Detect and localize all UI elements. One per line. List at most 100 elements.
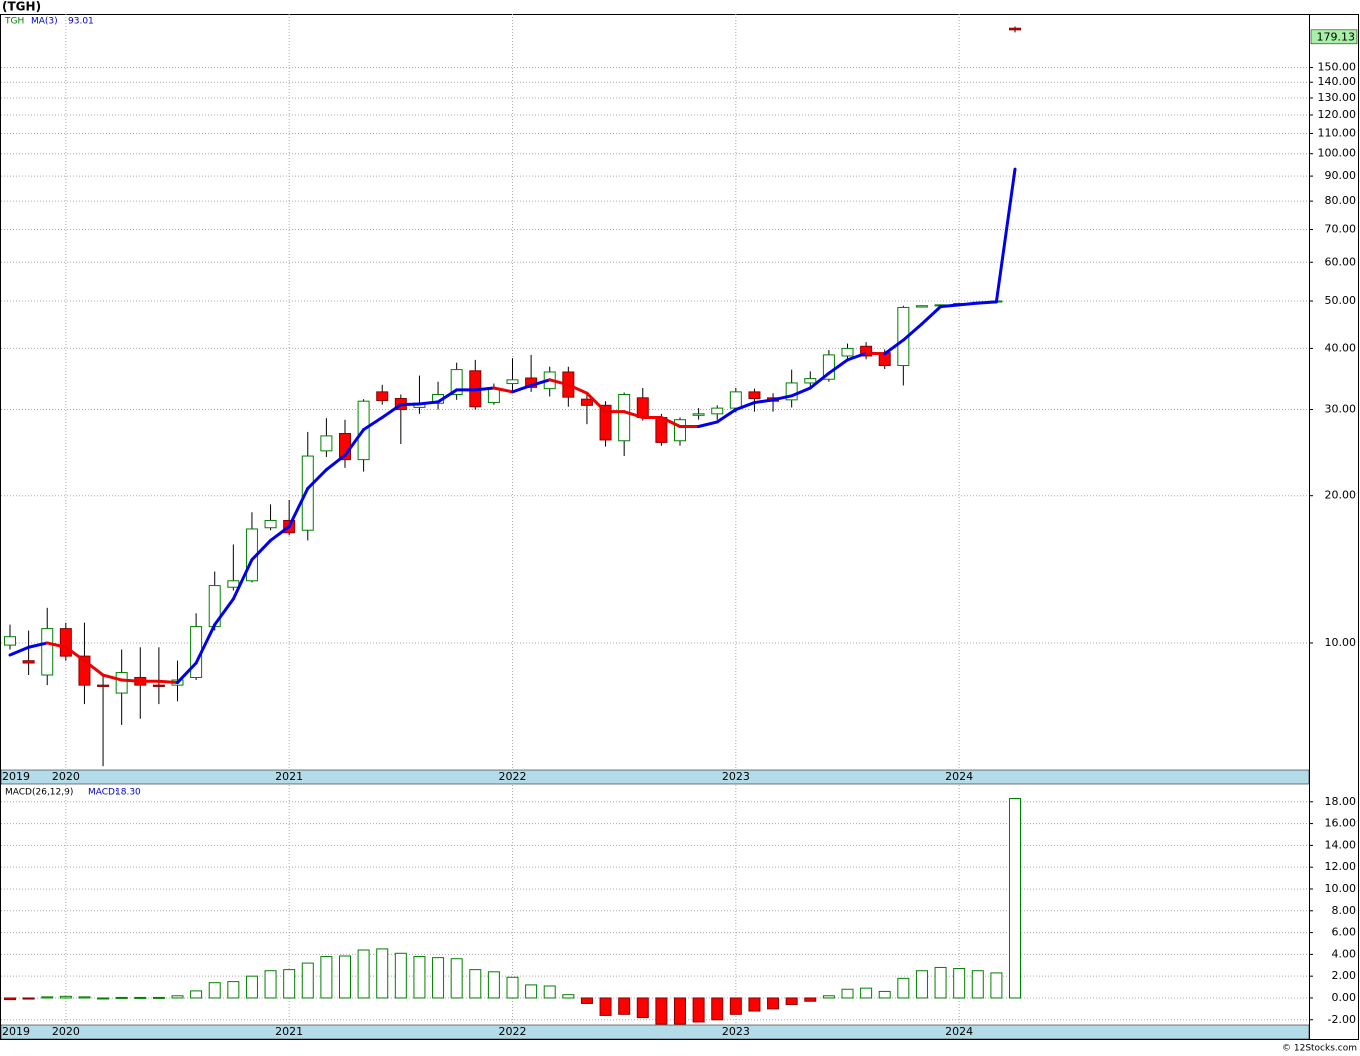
candle-body (152, 684, 165, 687)
ma-line (287, 486, 310, 529)
candle-body (841, 347, 854, 357)
macd-bar (599, 997, 612, 1016)
macd-bar (115, 996, 128, 999)
ma-line (585, 391, 608, 414)
legend-ma-value: 93.01 (68, 17, 94, 27)
macd-bar (934, 966, 947, 999)
macd-bar (711, 997, 724, 1021)
macd-bar (785, 997, 798, 1006)
macd-bar (134, 996, 147, 999)
y-tick-label: 2.00 (1332, 969, 1357, 982)
ma-line (362, 415, 384, 432)
candle-body (41, 628, 54, 676)
y-tick-label: 40.00 (1325, 341, 1357, 354)
ma-line (771, 394, 794, 402)
frame (0, 14, 1359, 1040)
ma-line (473, 386, 496, 392)
y-tick-label: 60.00 (1325, 255, 1357, 268)
macd-bar (283, 969, 296, 999)
macd-bar (190, 990, 203, 999)
y-tick-label: 8.00 (1332, 904, 1357, 917)
y-tick-label: 10.00 (1325, 882, 1357, 895)
macd-bar (227, 981, 240, 999)
ma-line (324, 453, 347, 472)
ma-line (846, 351, 868, 362)
ma-line (622, 410, 645, 419)
ma-line (82, 659, 105, 677)
candle-body (711, 407, 724, 415)
candle-body (1009, 27, 1021, 31)
ma-line (194, 623, 217, 665)
legend-macd-label: MACD: (88, 788, 118, 798)
macd-bar (487, 971, 500, 999)
legend-macd: MACD(26,12,9) (5, 788, 73, 798)
y-tick-label: 150.00 (1318, 61, 1357, 74)
macd-bar (897, 977, 910, 999)
macd-bar (971, 970, 984, 999)
ma-line (343, 428, 366, 457)
y-tick-label: 10.00 (1325, 636, 1357, 649)
macd-bar (915, 970, 928, 999)
macd-bar (152, 996, 165, 999)
macd-bar (4, 997, 16, 1001)
y-tick-label: 30.00 (1325, 403, 1357, 416)
ma-line (64, 645, 86, 663)
ma-line (827, 358, 849, 375)
date-strip (0, 1024, 1310, 1040)
x-tick-label: 2021 (275, 770, 303, 783)
chart-title: (TGH) (2, 0, 41, 14)
ma-line (213, 597, 235, 627)
macd-bar (171, 995, 184, 999)
ma-line (864, 351, 887, 356)
macd-bar (580, 997, 593, 1004)
macd-bar (804, 997, 817, 1002)
macd-bar (376, 948, 389, 999)
ma-line (734, 401, 756, 412)
x-tick-label: 2019 (2, 770, 30, 783)
macd-bar (692, 997, 705, 1023)
candle-body (692, 413, 705, 416)
macd-bar (1009, 798, 1021, 999)
ma-line (715, 408, 738, 424)
ma-line (566, 383, 589, 395)
legend-macd-value: 18.30 (115, 788, 141, 798)
macd-bar (953, 968, 966, 999)
candle-body (227, 580, 240, 588)
macd-bar (841, 988, 854, 999)
y-tick-label: 80.00 (1325, 194, 1357, 207)
ma-line (436, 388, 459, 404)
date-strip (0, 769, 1310, 785)
ma-line (659, 415, 682, 428)
macd-bar (22, 997, 35, 1000)
ma-line (994, 167, 1017, 304)
macd-bar (301, 962, 314, 999)
ma-line (306, 468, 328, 490)
y-tick-label: 100.00 (1318, 147, 1357, 160)
x-tick-label: 2022 (499, 770, 527, 783)
x-tick-label: 2021 (275, 1025, 303, 1038)
macd-bar (357, 949, 370, 999)
ma-line (8, 645, 31, 657)
y-tick-label: 70.00 (1325, 222, 1357, 235)
ma-line (120, 678, 142, 683)
candle-body (115, 672, 128, 694)
y-tick-label: 18.00 (1325, 795, 1357, 808)
macd-bar (878, 990, 891, 999)
macd-bar (822, 995, 835, 999)
ma-line (511, 383, 533, 394)
y-tick-label: 4.00 (1332, 947, 1357, 960)
y-tick-label: 20.00 (1325, 489, 1357, 502)
y-tick-label: 6.00 (1332, 926, 1357, 939)
ma-line (399, 402, 421, 407)
candle-body (636, 397, 649, 418)
ma-line (901, 322, 924, 342)
ma-line (548, 378, 570, 387)
candle-body (915, 305, 928, 308)
ma-line (529, 378, 552, 387)
y-tick-label: 16.00 (1325, 817, 1357, 830)
candle-body (804, 378, 817, 384)
candle-body (4, 636, 16, 646)
candle-body (59, 628, 72, 657)
ma-line (752, 398, 775, 405)
y-tick-label: -2.00 (1328, 1013, 1356, 1026)
